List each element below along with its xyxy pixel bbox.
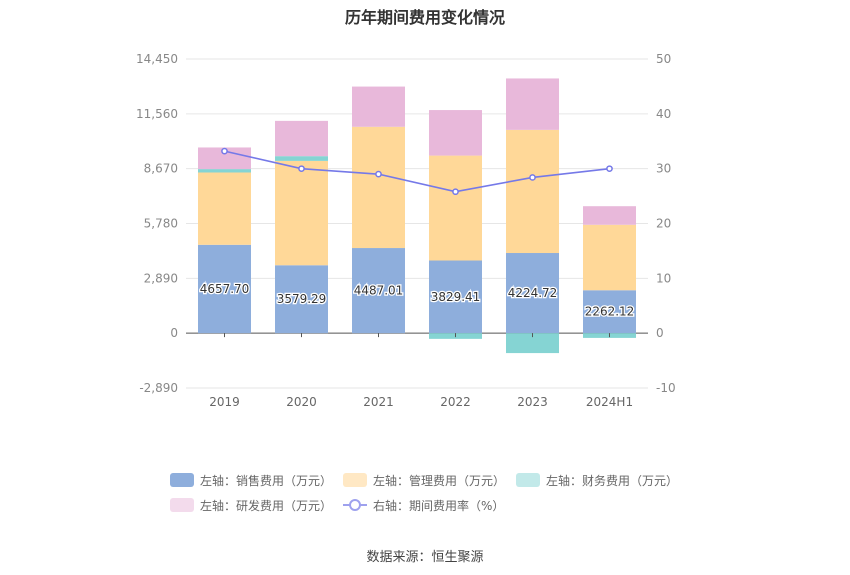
right-axis-tick-label: 0 — [656, 326, 664, 340]
chart-title: 历年期间费用变化情况 — [344, 8, 505, 27]
bar-admin — [352, 126, 405, 249]
right-axis-tick-label: 30 — [656, 162, 671, 176]
bar-value-label: 2262.12 — [585, 305, 635, 319]
bar-rnd — [506, 78, 559, 130]
bar-sales — [275, 265, 328, 334]
left-axis-tick-label: 11,560 — [136, 107, 178, 121]
bar-value-label: 4657.70 — [200, 282, 250, 296]
legend-swatch-finance — [516, 473, 540, 487]
rate-line-point — [529, 174, 536, 181]
legend-item-sales[interactable]: 左轴：销售费用（万元） — [170, 472, 332, 488]
rate-line-point — [606, 165, 613, 173]
grid-lines — [186, 58, 648, 389]
left-axis-tick-label: 0 — [170, 326, 178, 340]
bar-value-label: 4224.72 — [508, 286, 558, 300]
bar-value-label: 3579.29 — [277, 292, 327, 306]
legend-label-rnd: 左轴：研发费用（万元） — [200, 498, 333, 513]
x-axis-tick-label: 2021 — [363, 395, 394, 409]
bar-finance — [506, 333, 559, 354]
right-axis-tick-label: 10 — [656, 271, 671, 285]
right-axis-tick-label: 50 — [656, 52, 671, 66]
rate-line-point — [221, 147, 228, 155]
left-axis-tick-label: 8,670 — [144, 162, 178, 176]
bar-admin — [275, 160, 328, 266]
bar-rnd — [275, 120, 328, 157]
x-axis-tick-label: 2019 — [209, 395, 240, 409]
rate-line — [221, 147, 613, 196]
x-axis-tick-label: 2022 — [440, 395, 471, 409]
rate-line-point — [375, 170, 382, 178]
right-axis-tick-label: 20 — [656, 217, 671, 231]
bars — [198, 78, 636, 354]
bar-finance — [198, 169, 251, 173]
bar-finance — [275, 156, 328, 161]
legend-item-rnd[interactable]: 左轴：研发费用（万元） — [170, 497, 332, 513]
bar-value-label: 3829.41 — [431, 290, 481, 304]
right-axis: 50 40 30 20 10 0 -10 — [656, 52, 676, 395]
legend-swatch-admin — [343, 473, 367, 487]
bar-admin — [506, 129, 559, 254]
bar-sales — [352, 248, 405, 334]
bar-admin — [198, 172, 251, 245]
legend-label-finance: 左轴：财务费用（万元） — [546, 473, 679, 488]
x-axis-tick-label: 2020 — [286, 395, 317, 409]
bar-sales — [198, 244, 251, 334]
bar-admin — [429, 155, 482, 261]
chart-area: 14,450 11,560 8,670 5,780 2,890 0 -2,890 50 40 3… — [136, 52, 676, 409]
rate-line-path — [224, 150, 610, 193]
legend-item-finance[interactable]: 左轴：财务费用（万元） — [516, 472, 678, 488]
bar-rnd — [352, 86, 405, 127]
bar-sales — [583, 290, 636, 334]
x-axis-tick-label: 2023 — [517, 395, 548, 409]
bar-labels: 4657.70 3579.29 4487.01 3829.41 4224.72 2262.… — [198, 281, 635, 320]
rate-line-point — [298, 165, 305, 173]
x-axis-tick-label: 2024H1 — [586, 395, 633, 409]
left-axis-tick-label: -2,890 — [139, 381, 178, 395]
legend-label-rate: 右轴：期间费用率（%） — [373, 498, 505, 513]
bar-rnd — [198, 147, 251, 170]
legend-label-sales: 左轴：销售费用（万元） — [200, 473, 333, 488]
right-axis-tick-label: -10 — [656, 381, 676, 395]
left-axis-tick-label: 5,780 — [144, 217, 178, 231]
bar-admin — [583, 224, 636, 291]
rate-line-point — [452, 188, 459, 196]
bar-sales — [506, 253, 559, 334]
bar-value-label: 4487.01 — [354, 284, 404, 298]
left-axis: 14,450 11,560 8,670 5,780 2,890 0 -2,890 — [136, 52, 178, 395]
legend-line-rate-icon — [343, 499, 367, 511]
legend-swatch-rnd — [170, 498, 194, 512]
legend-swatch-sales — [170, 473, 194, 487]
data-source: 数据来源：恒生聚源 — [366, 550, 484, 565]
left-axis-tick-label: 14,450 — [136, 52, 178, 66]
left-axis-tick-label: 2,890 — [144, 271, 178, 285]
legend-label-admin: 左轴：管理费用（万元） — [373, 473, 506, 488]
bar-sales — [429, 260, 482, 334]
bar-rnd — [429, 110, 482, 156]
legend-item-rate[interactable]: 右轴：期间费用率（%） — [343, 497, 504, 513]
bar-rnd — [583, 206, 636, 225]
x-axis: 2019 2020 2021 2022 2023 2024H1 — [209, 333, 633, 409]
legend-item-admin[interactable]: 左轴：管理费用（万元） — [343, 472, 505, 488]
right-axis-tick-label: 40 — [656, 107, 671, 121]
